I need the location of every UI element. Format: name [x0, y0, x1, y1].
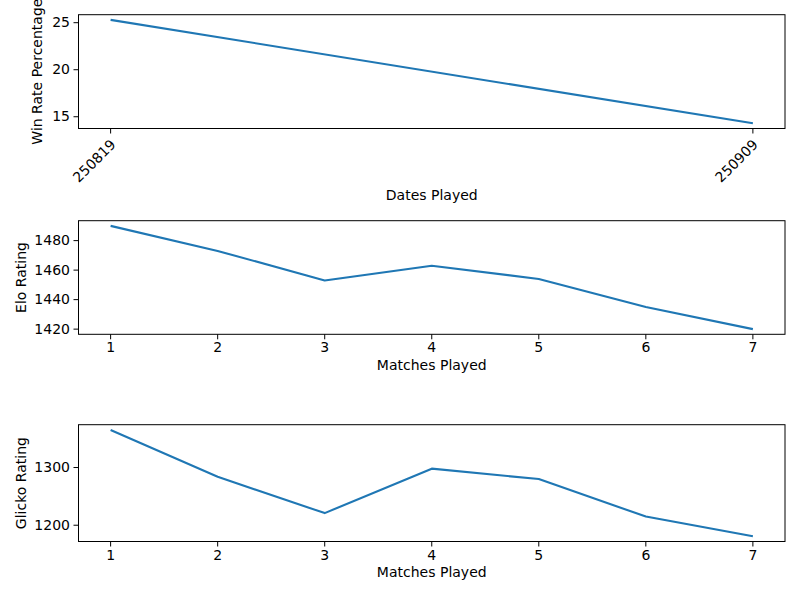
y-tick-label: 1480 — [34, 232, 70, 248]
x-tick-label: 250819 — [70, 136, 119, 185]
y-tick-label: 1420 — [34, 321, 70, 337]
y-tick-label: 20 — [52, 61, 70, 77]
x-tick-label: 3 — [320, 339, 329, 355]
y-tick-label: 25 — [52, 14, 70, 30]
y-axis-label: Win Rate Percentage — [29, 0, 45, 145]
x-tick-label: 4 — [427, 547, 436, 563]
x-tick-label: 7 — [748, 339, 757, 355]
data-line — [111, 20, 753, 123]
data-line — [111, 226, 753, 329]
x-axis-label: Dates Played — [386, 187, 478, 203]
subplot-1: 1420 1440 1460 1480 1 2 3 4 5 6 7 Matches Played Elo… — [13, 221, 785, 373]
y-axis-label: Elo Rating — [13, 242, 29, 313]
x-tick-label: 6 — [641, 339, 650, 355]
x-tick-label: 2 — [213, 547, 222, 563]
y-tick-label: 15 — [52, 108, 70, 124]
x-tick-label: 5 — [534, 339, 543, 355]
x-tick-label: 5 — [534, 547, 543, 563]
x-tick-label: 7 — [748, 547, 757, 563]
subplot-2: 1200 1300 1 2 3 4 5 6 7 Matches Played Glicko Rati… — [13, 425, 785, 580]
y-tick-label: 1200 — [34, 517, 70, 533]
x-tick-label: 1 — [106, 547, 115, 563]
y-axis-label: Glicko Rating — [13, 437, 29, 529]
x-tick-label: 4 — [427, 339, 436, 355]
axes-frame — [79, 425, 786, 542]
line-charts-canvas: 152025250819250909Dates PlayedWin Rate P… — [0, 0, 800, 600]
data-line — [111, 430, 753, 536]
x-tick-label: 250909 — [712, 136, 761, 185]
axes-frame — [79, 221, 786, 335]
x-axis-label: Matches Played — [377, 564, 487, 580]
x-tick-label: 2 — [213, 339, 222, 355]
rating-charts-figure: 152025250819250909Dates PlayedWin Rate P… — [0, 0, 800, 600]
y-tick-label: 1300 — [34, 459, 70, 475]
subplot-0: 15 20 25 250819 250909 Dates Played Win Rate P… — [29, 0, 785, 203]
y-tick-label: 1460 — [34, 262, 70, 278]
x-axis-label: Matches Played — [377, 357, 487, 373]
x-tick-label: 6 — [641, 547, 650, 563]
x-tick-label: 3 — [320, 547, 329, 563]
x-tick-label: 1 — [106, 339, 115, 355]
y-tick-label: 1440 — [34, 291, 70, 307]
